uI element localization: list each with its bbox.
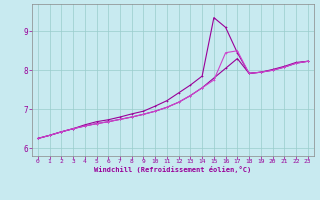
X-axis label: Windchill (Refroidissement éolien,°C): Windchill (Refroidissement éolien,°C) <box>94 166 252 173</box>
